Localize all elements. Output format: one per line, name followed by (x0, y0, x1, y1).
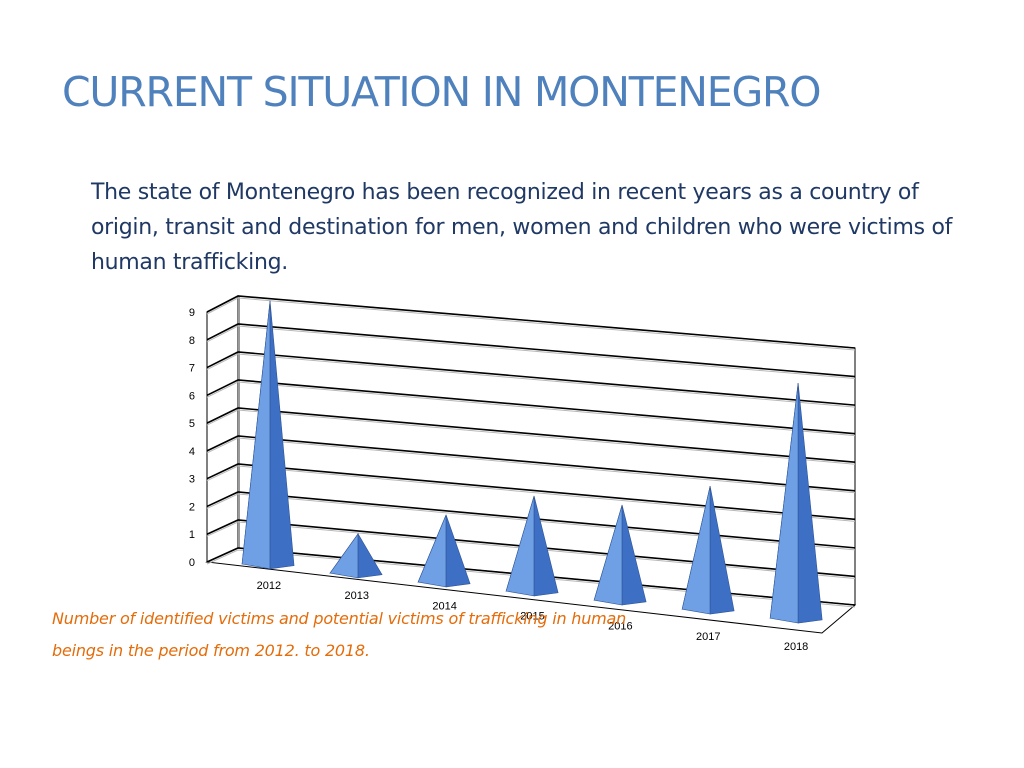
gridline (206, 351, 856, 406)
x-tick-label: 2015 (520, 611, 544, 623)
gridline (206, 323, 856, 378)
gridline-shadow (206, 409, 856, 465)
y-tick-label: 5 (189, 418, 195, 430)
pyramid-2015 (505, 495, 559, 597)
x-tick-label: 2016 (608, 621, 632, 633)
pyramid-side-face (533, 495, 559, 597)
gridline (206, 295, 856, 349)
gridline (206, 547, 856, 606)
y-tick-label: 4 (189, 446, 195, 458)
pyramid-2013 (329, 532, 383, 579)
caption-line-1: Number of identified victims and potenti… (52, 609, 627, 628)
gridline-shadow (206, 437, 856, 494)
pyramid-2017 (681, 485, 735, 615)
y-tick-label: 2 (189, 501, 195, 513)
gridline-shadow (206, 549, 856, 608)
pyramid-2014 (417, 514, 471, 588)
gridline-shadow (206, 353, 856, 408)
y-axis-ticks: 0 1 2 3 4 5 6 7 8 9 (189, 307, 195, 569)
chart-marks (241, 300, 823, 624)
slide-title: CURRENT SITUATION IN MONTENEGRO (62, 68, 822, 116)
y-tick-label: 3 (189, 474, 195, 486)
pyramid-2012 (241, 300, 295, 570)
y-tick-label: 7 (189, 363, 195, 375)
pyramid-side-face (797, 383, 823, 624)
x-tick-label: 2012 (257, 580, 281, 592)
pyramid-2018 (769, 383, 823, 624)
pyramid-2016 (593, 504, 647, 606)
chart-gridlines (206, 295, 856, 608)
gridline-shadow (206, 297, 856, 351)
gridline (206, 407, 856, 464)
y-tick-label: 9 (189, 307, 195, 319)
gridline (206, 463, 856, 521)
pyramid-side-face (709, 485, 735, 615)
y-tick-label: 6 (189, 390, 195, 402)
x-tick-label: 2013 (345, 590, 369, 602)
intro-paragraph: The state of Montenegro has been recogni… (91, 180, 953, 275)
gridline-shadow (206, 381, 856, 437)
x-tick-label: 2018 (784, 641, 808, 653)
y-tick-label: 0 (189, 557, 195, 569)
x-axis-ticks: 2012 2013 2014 2015 2016 2017 2018 (257, 580, 809, 653)
chart-caption: Number of identified victims and potenti… (52, 603, 752, 667)
pyramid-side-face (621, 504, 647, 606)
gridline-shadow (206, 465, 856, 522)
pyramid-side-face (269, 300, 295, 570)
y-tick-label: 8 (189, 335, 195, 347)
gridline-shadow (206, 521, 856, 579)
gridline (206, 435, 856, 492)
x-tick-label: 2017 (696, 631, 720, 643)
y-tick-label: 1 (189, 529, 195, 541)
gridline (206, 491, 856, 549)
pyramid-side-face (357, 532, 383, 579)
gridline (206, 379, 856, 435)
gridline (206, 519, 856, 578)
gridline-shadow (206, 325, 856, 380)
x-tick-label: 2014 (432, 600, 456, 612)
gridline-shadow (206, 493, 856, 551)
caption-line-2: beings in the period from 2012. to 2018. (52, 641, 370, 660)
pyramid-side-face (445, 514, 471, 588)
